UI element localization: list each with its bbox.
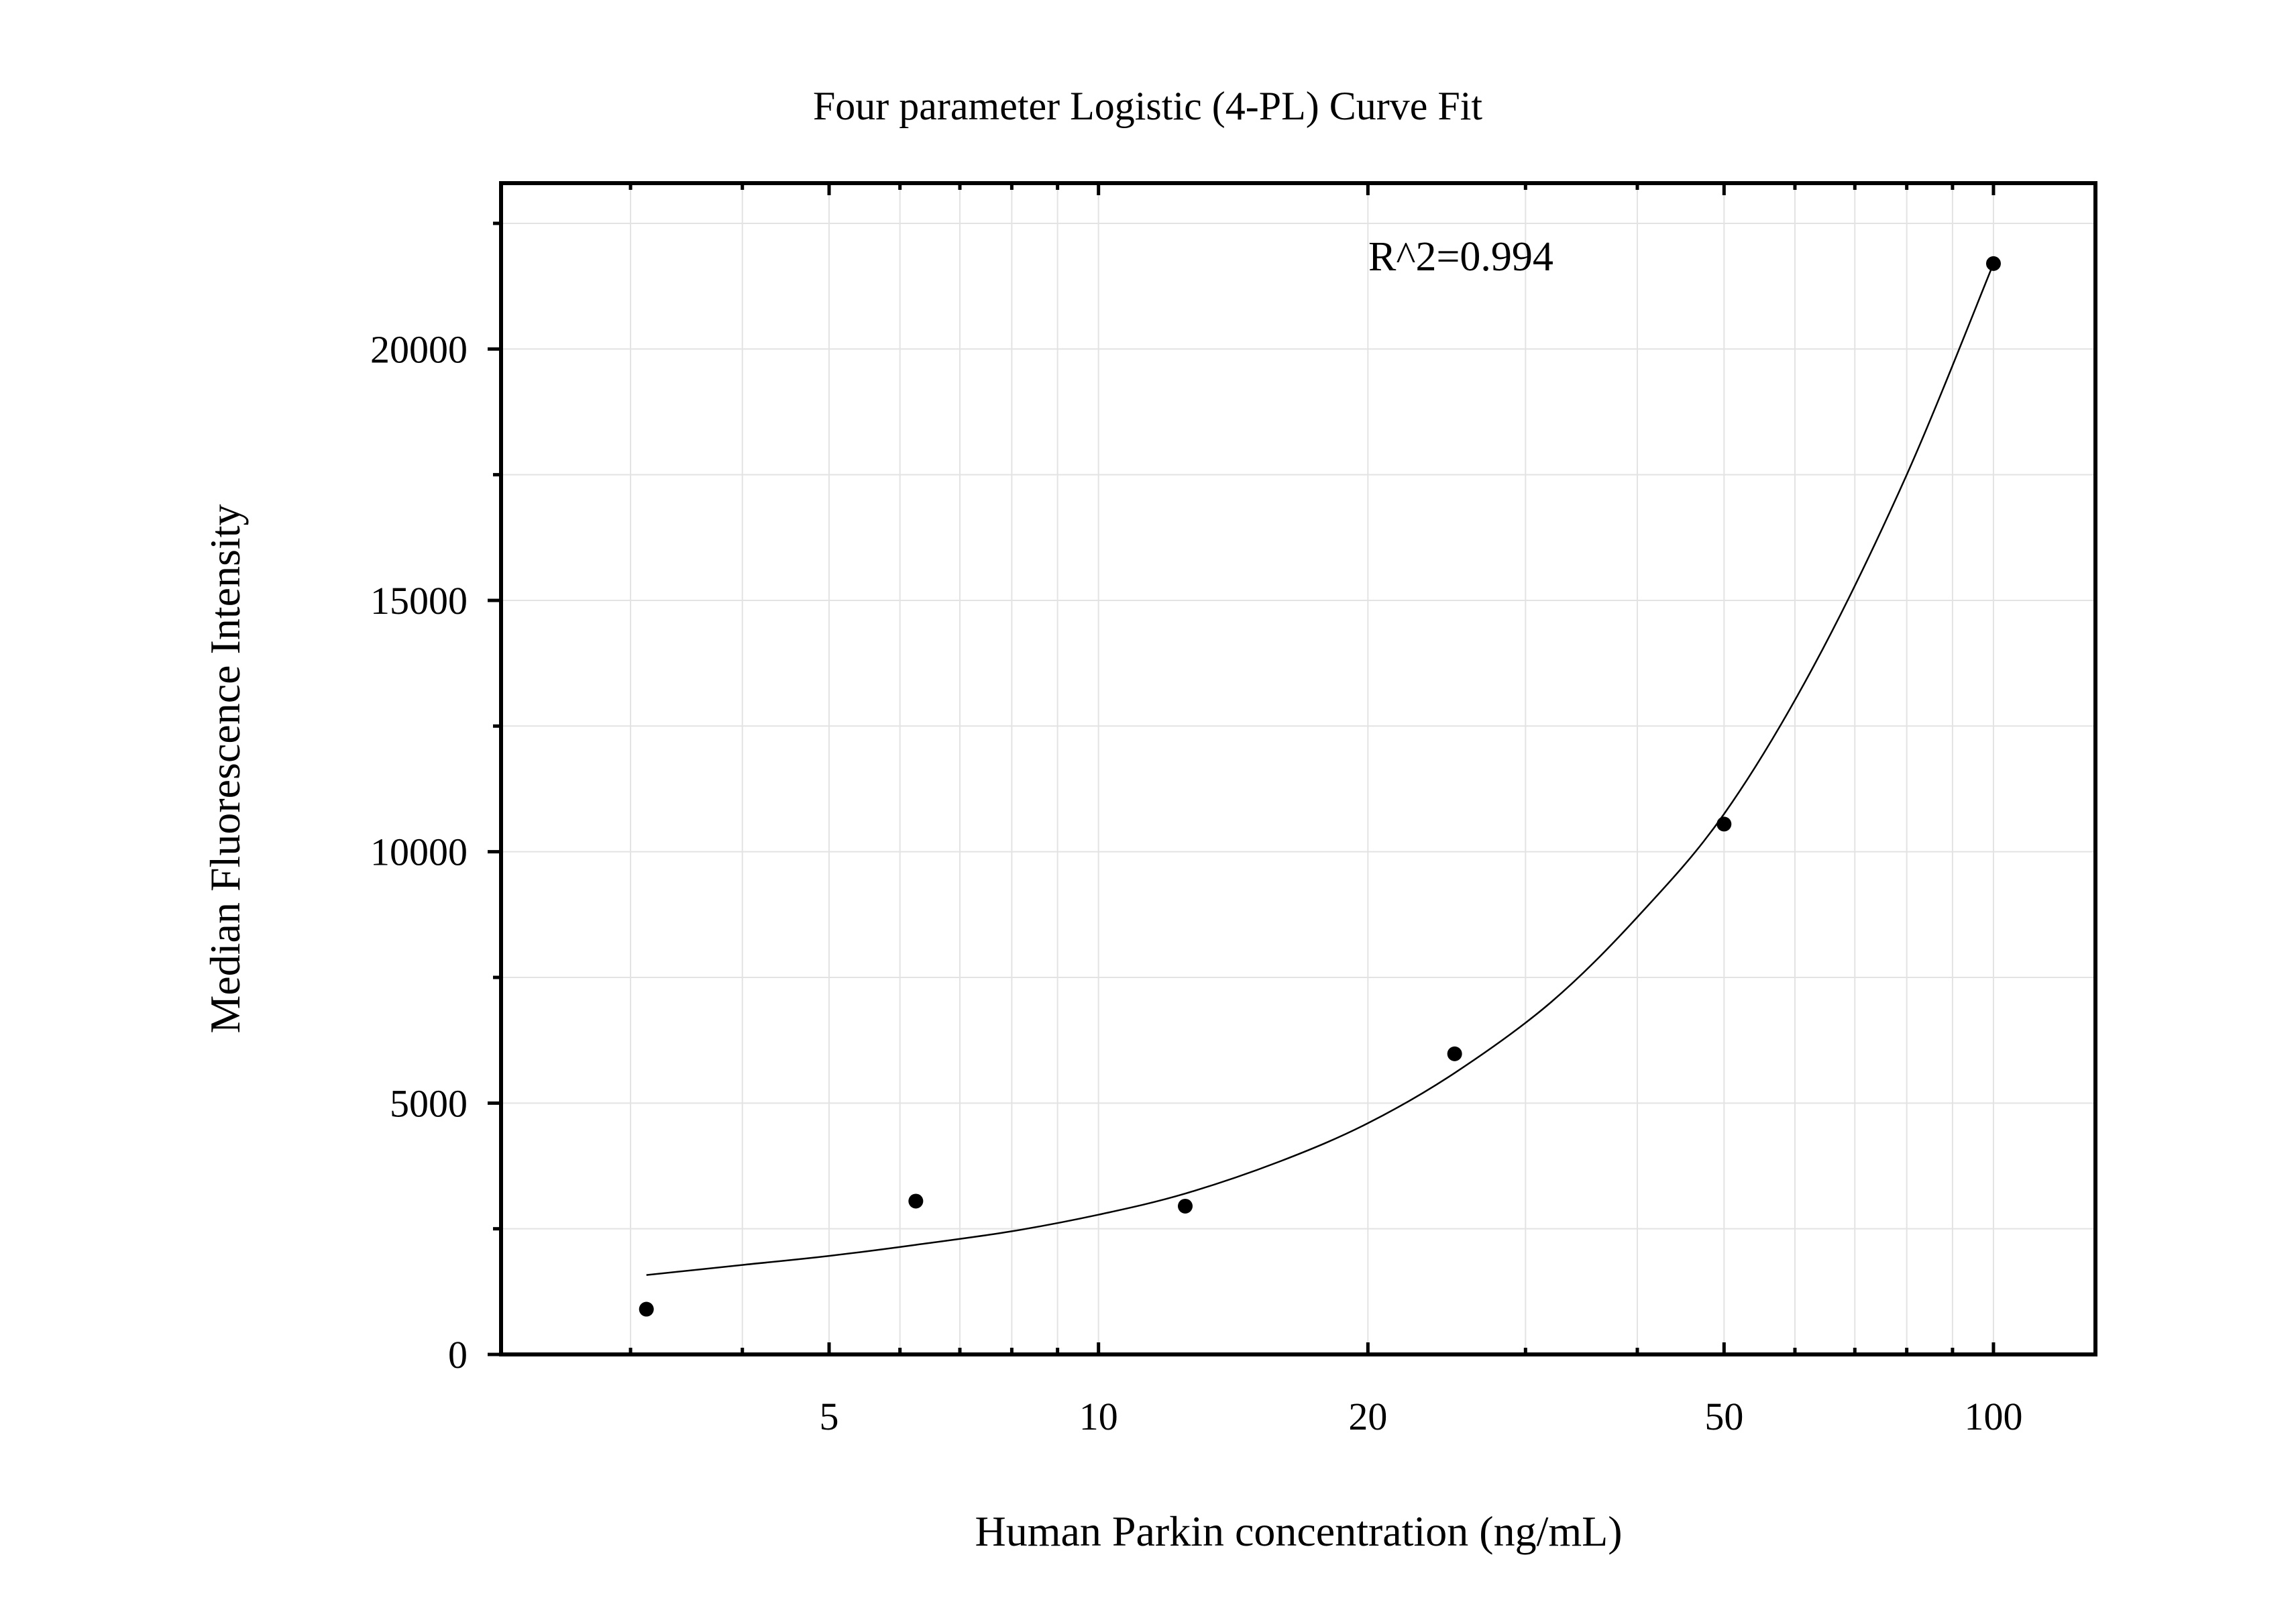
x-tick-label: 10 <box>1079 1395 1118 1438</box>
fit-curve-layer <box>646 263 1995 1276</box>
x-tick-label: 20 <box>1348 1395 1387 1438</box>
tick-labels: 5 10 20 50 100 0 5000 10000 15000 20000 <box>370 327 2022 1438</box>
y-tick-label: 20000 <box>370 327 468 371</box>
data-point <box>1716 816 1732 832</box>
x-tick-label: 100 <box>1964 1395 2022 1438</box>
chart-title: Four parameter Logistic (4-PL) Curve Fit <box>813 84 1482 128</box>
y-tick-label: 5000 <box>390 1081 468 1125</box>
data-point <box>908 1193 924 1209</box>
y-tick-label: 0 <box>448 1333 468 1377</box>
data-points <box>639 256 2001 1317</box>
data-point <box>1985 256 2001 271</box>
x-axis-label: Human Parkin concentration (ng/mL) <box>975 1507 1622 1555</box>
x-tick-label: 50 <box>1704 1395 1743 1438</box>
fit-curve <box>646 263 1995 1276</box>
axis-ticks <box>488 183 1996 1356</box>
y-tick-label: 15000 <box>370 579 468 623</box>
x-tick-label: 5 <box>820 1395 839 1438</box>
plot-frame <box>499 181 2097 1356</box>
r-squared-annotation: R^2=0.994 <box>1368 234 1553 280</box>
data-point <box>639 1301 654 1317</box>
data-point <box>1447 1046 1462 1061</box>
data-point <box>1178 1198 1193 1214</box>
y-axis-label: Median Fluorescence Intensity <box>201 504 249 1033</box>
y-tick-label: 10000 <box>370 831 468 874</box>
grid <box>501 183 2095 1355</box>
